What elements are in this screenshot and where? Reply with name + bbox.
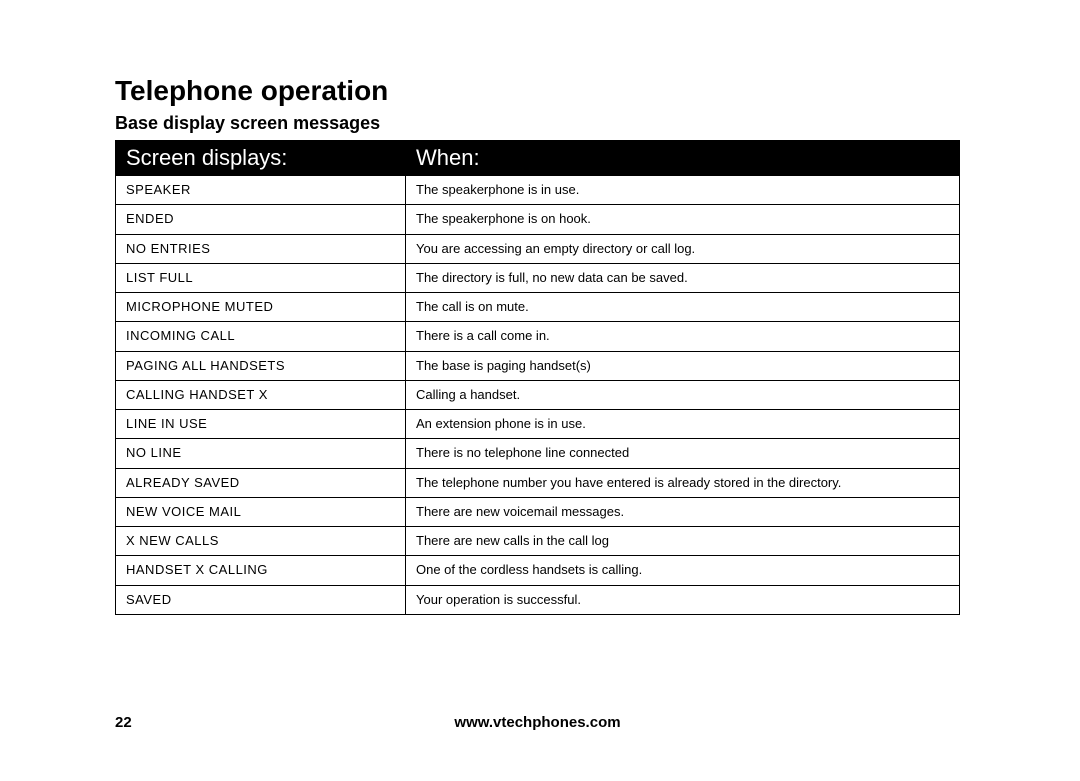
table-row: SAVEDYour operation is successful. xyxy=(116,585,960,614)
table-row: LIST FULLThe directory is full, no new d… xyxy=(116,263,960,292)
table-row: NEW VOICE MAILThere are new voicemail me… xyxy=(116,497,960,526)
header-screen-displays: Screen displays: xyxy=(116,141,406,176)
table-header-row: Screen displays: When: xyxy=(116,141,960,176)
cell-screen-display: NO LINE xyxy=(116,439,406,468)
cell-screen-display: SPEAKER xyxy=(116,176,406,205)
table-row: INCOMING CALLThere is a call come in. xyxy=(116,322,960,351)
table-row: NO ENTRIESYou are accessing an empty dir… xyxy=(116,234,960,263)
table-row: ENDEDThe speakerphone is on hook. xyxy=(116,205,960,234)
cell-screen-display: LIST FULL xyxy=(116,263,406,292)
cell-screen-display: PAGING ALL HANDSETS xyxy=(116,351,406,380)
table-row: HANDSET X CALLINGOne of the cordless han… xyxy=(116,556,960,585)
cell-when: The directory is full, no new data can b… xyxy=(406,263,960,292)
page-content: Telephone operation Base display screen … xyxy=(115,75,960,615)
cell-when: The base is paging handset(s) xyxy=(406,351,960,380)
cell-screen-display: ALREADY SAVED xyxy=(116,468,406,497)
messages-table: Screen displays: When: SPEAKERThe speake… xyxy=(115,140,960,615)
table-row: PAGING ALL HANDSETSThe base is paging ha… xyxy=(116,351,960,380)
cell-screen-display: NO ENTRIES xyxy=(116,234,406,263)
table-row: X NEW CALLSThere are new calls in the ca… xyxy=(116,527,960,556)
cell-when: Calling a handset. xyxy=(406,380,960,409)
cell-when: An extension phone is in use. xyxy=(406,410,960,439)
page-title: Telephone operation xyxy=(115,75,960,107)
cell-screen-display: INCOMING CALL xyxy=(116,322,406,351)
page-footer: 22 www.vtechphones.com xyxy=(115,714,960,731)
cell-screen-display: MICROPHONE MUTED xyxy=(116,293,406,322)
cell-when: There is a call come in. xyxy=(406,322,960,351)
cell-when: One of the cordless handsets is calling. xyxy=(406,556,960,585)
table-row: ALREADY SAVEDThe telephone number you ha… xyxy=(116,468,960,497)
cell-screen-display: LINE IN USE xyxy=(116,410,406,439)
cell-when: There is no telephone line connected xyxy=(406,439,960,468)
table-row: NO LINEThere is no telephone line connec… xyxy=(116,439,960,468)
cell-screen-display: X NEW CALLS xyxy=(116,527,406,556)
cell-screen-display: NEW VOICE MAIL xyxy=(116,497,406,526)
page-subtitle: Base display screen messages xyxy=(115,113,960,134)
cell-screen-display: CALLING HANDSET X xyxy=(116,380,406,409)
header-when: When: xyxy=(406,141,960,176)
table-row: CALLING HANDSET XCalling a handset. xyxy=(116,380,960,409)
cell-when: The call is on mute. xyxy=(406,293,960,322)
page-number: 22 xyxy=(115,714,132,731)
cell-screen-display: HANDSET X CALLING xyxy=(116,556,406,585)
cell-when: Your operation is successful. xyxy=(406,585,960,614)
table-row: SPEAKERThe speakerphone is in use. xyxy=(116,176,960,205)
cell-screen-display: ENDED xyxy=(116,205,406,234)
footer-url: www.vtechphones.com xyxy=(115,714,960,731)
cell-when: There are new voicemail messages. xyxy=(406,497,960,526)
cell-when: The speakerphone is in use. xyxy=(406,176,960,205)
cell-when: The speakerphone is on hook. xyxy=(406,205,960,234)
cell-when: The telephone number you have entered is… xyxy=(406,468,960,497)
table-row: MICROPHONE MUTEDThe call is on mute. xyxy=(116,293,960,322)
cell-screen-display: SAVED xyxy=(116,585,406,614)
cell-when: There are new calls in the call log xyxy=(406,527,960,556)
cell-when: You are accessing an empty directory or … xyxy=(406,234,960,263)
table-row: LINE IN USEAn extension phone is in use. xyxy=(116,410,960,439)
